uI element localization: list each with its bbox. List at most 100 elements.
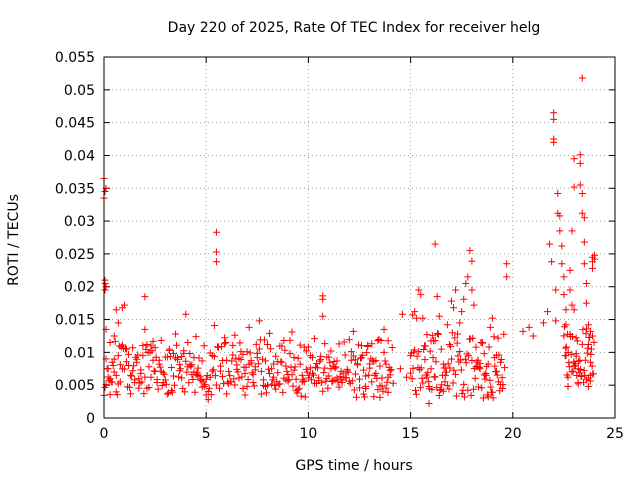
data-point — [261, 357, 269, 365]
y-tick-label: 0.025 — [55, 247, 95, 263]
data-point — [153, 379, 161, 387]
data-point — [452, 392, 460, 400]
data-point — [413, 352, 421, 360]
data-point — [321, 364, 329, 372]
data-point — [344, 368, 352, 376]
data-point — [443, 368, 451, 376]
data-point — [159, 369, 167, 377]
data-point — [292, 375, 300, 383]
data-point — [347, 348, 355, 356]
data-point — [206, 373, 214, 381]
chart-title: Day 220 of 2025, Rate Of TEC Index for r… — [168, 20, 541, 36]
data-point — [255, 317, 263, 325]
data-point — [568, 301, 576, 309]
data-point — [251, 363, 259, 371]
data-point — [239, 350, 247, 358]
data-point — [503, 273, 511, 281]
data-point — [572, 334, 580, 342]
data-point — [494, 334, 502, 342]
data-point — [413, 314, 421, 322]
data-point — [183, 368, 191, 376]
data-point — [550, 138, 558, 146]
y-tick-label: 0.005 — [55, 378, 95, 394]
data-point — [587, 350, 595, 358]
data-point — [438, 381, 446, 389]
data-point — [384, 337, 392, 345]
data-point — [112, 306, 120, 314]
data-point — [360, 390, 368, 398]
data-point — [571, 360, 579, 368]
data-point — [582, 330, 590, 338]
data-point — [584, 321, 592, 329]
data-point — [447, 355, 455, 363]
data-point — [485, 343, 493, 351]
data-point — [349, 352, 357, 360]
data-point — [186, 361, 194, 369]
data-point — [120, 301, 128, 309]
data-point — [147, 373, 155, 381]
data-point — [378, 374, 386, 382]
data-point — [570, 155, 578, 163]
data-point — [233, 365, 241, 373]
data-point — [161, 376, 169, 384]
y-tick-label: 0.03 — [64, 214, 95, 230]
data-point — [461, 393, 469, 401]
data-point — [452, 370, 460, 378]
data-point — [202, 375, 210, 383]
data-point — [324, 384, 332, 392]
data-point — [317, 356, 325, 364]
data-point — [586, 333, 594, 341]
data-point — [249, 378, 257, 386]
data-point — [294, 386, 302, 394]
data-point — [150, 367, 158, 375]
data-point — [431, 240, 439, 248]
data-point — [578, 372, 586, 380]
data-point — [445, 385, 453, 393]
data-point — [268, 365, 276, 373]
data-point — [163, 390, 171, 398]
data-point — [319, 387, 327, 395]
data-point — [319, 312, 327, 320]
data-point — [143, 340, 151, 348]
data-point — [428, 386, 436, 394]
data-point — [550, 115, 558, 123]
data-point — [191, 388, 199, 396]
data-point — [192, 333, 200, 341]
data-point — [223, 356, 231, 364]
data-point — [288, 328, 296, 336]
data-point — [449, 379, 457, 387]
data-point — [335, 340, 343, 348]
data-point — [110, 332, 118, 340]
x-tick-label: 20 — [504, 426, 522, 442]
data-point — [139, 342, 147, 350]
data-point — [109, 362, 117, 370]
data-point — [434, 329, 442, 337]
data-point — [495, 351, 503, 359]
data-point — [266, 329, 274, 337]
data-point — [364, 342, 372, 350]
data-point — [458, 308, 466, 316]
data-point — [308, 369, 316, 377]
data-point — [330, 358, 338, 366]
data-point — [420, 346, 428, 354]
data-points — [100, 74, 599, 408]
data-point — [203, 372, 211, 380]
data-point — [278, 358, 286, 366]
data-point — [151, 367, 159, 375]
data-point — [579, 326, 587, 334]
data-point — [570, 306, 578, 314]
data-point — [464, 273, 472, 281]
data-point — [272, 352, 280, 360]
data-point — [478, 339, 486, 347]
data-point — [450, 304, 458, 312]
data-point — [160, 370, 168, 378]
data-point — [174, 356, 182, 364]
data-point — [176, 361, 184, 369]
data-point — [290, 366, 298, 374]
data-point — [589, 332, 597, 340]
data-point — [169, 350, 177, 358]
y-tick-label: 0.035 — [55, 181, 95, 197]
data-point — [564, 373, 572, 381]
data-point — [223, 390, 231, 398]
data-point — [175, 373, 183, 381]
